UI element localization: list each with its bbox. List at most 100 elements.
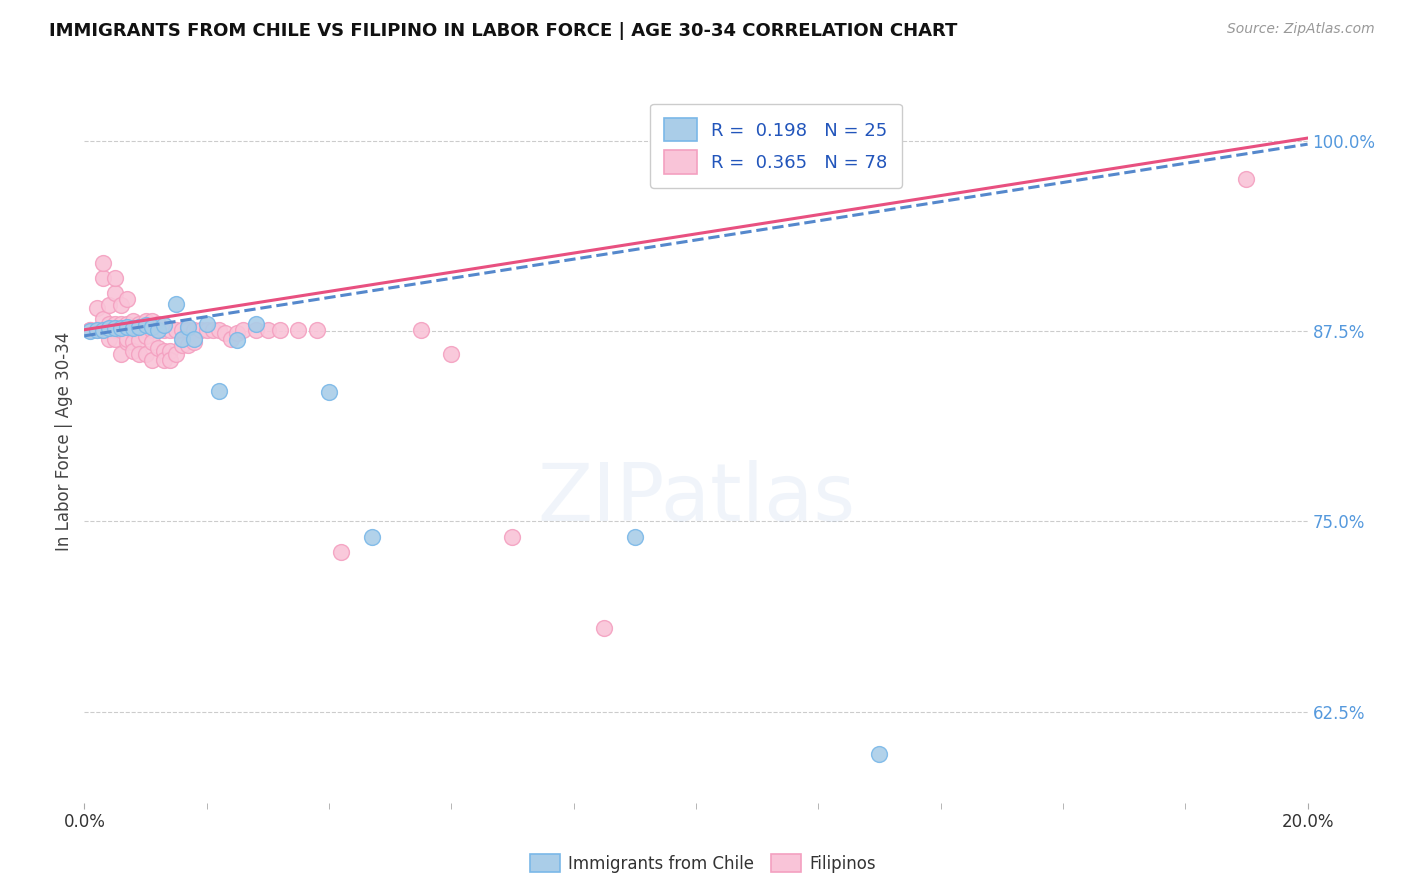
Point <box>153 323 176 337</box>
Point <box>208 384 231 398</box>
Point <box>245 323 267 337</box>
Point <box>128 334 150 348</box>
Point <box>115 293 138 307</box>
Point <box>153 344 176 359</box>
Point <box>110 321 132 335</box>
Point <box>141 319 163 334</box>
Point <box>104 317 127 331</box>
Point <box>172 323 194 337</box>
Point <box>172 338 194 352</box>
Point <box>195 323 218 337</box>
Point <box>146 341 169 355</box>
Point <box>122 344 145 359</box>
Point <box>172 332 194 346</box>
Point <box>128 347 150 361</box>
Point <box>146 317 169 331</box>
Point <box>122 313 145 327</box>
Text: IMMIGRANTS FROM CHILE VS FILIPINO IN LABOR FORCE | AGE 30-34 CORRELATION CHART: IMMIGRANTS FROM CHILE VS FILIPINO IN LAB… <box>49 22 957 40</box>
Point <box>177 323 200 337</box>
Point <box>165 323 187 337</box>
Point <box>318 385 340 400</box>
Point <box>141 334 163 349</box>
Point <box>593 621 616 635</box>
Point <box>128 323 150 337</box>
Point <box>177 338 200 352</box>
Point <box>1236 172 1258 186</box>
Point <box>104 286 127 301</box>
Point <box>165 347 187 361</box>
Text: Source: ZipAtlas.com: Source: ZipAtlas.com <box>1227 22 1375 37</box>
Point <box>91 323 114 337</box>
Point <box>146 323 169 337</box>
Point <box>91 256 114 270</box>
Point <box>153 353 176 368</box>
Point <box>153 318 176 333</box>
Point <box>183 323 205 337</box>
Point <box>135 323 157 337</box>
Point <box>183 332 205 346</box>
Point <box>440 347 463 361</box>
Point <box>409 323 432 337</box>
Point <box>79 324 101 338</box>
Point <box>135 318 157 333</box>
Point <box>159 323 181 337</box>
Point <box>624 530 647 544</box>
Point <box>128 319 150 334</box>
Point <box>146 323 169 337</box>
Point <box>183 334 205 349</box>
Point <box>91 271 114 285</box>
Point <box>269 323 291 337</box>
Point <box>869 747 891 761</box>
Point <box>91 312 114 326</box>
Point <box>86 323 108 337</box>
Point <box>135 328 157 343</box>
Point <box>97 321 120 335</box>
Point <box>110 347 132 361</box>
Point <box>128 317 150 331</box>
Point <box>110 317 132 331</box>
Point <box>201 323 224 337</box>
Point <box>104 323 127 337</box>
Point <box>104 321 127 335</box>
Point <box>135 313 157 327</box>
Point <box>79 323 101 337</box>
Point <box>86 301 108 316</box>
Point <box>208 323 231 337</box>
Point <box>360 530 382 544</box>
Point <box>115 323 138 337</box>
Point <box>219 332 242 346</box>
Point <box>115 332 138 346</box>
Point <box>502 530 524 544</box>
Point <box>305 323 328 337</box>
Point <box>165 297 187 311</box>
Point <box>226 326 249 340</box>
Point <box>257 323 280 337</box>
Point <box>115 334 138 349</box>
Point <box>214 326 236 340</box>
Point <box>97 298 120 312</box>
Point <box>97 323 120 337</box>
Point <box>122 334 145 349</box>
Point <box>91 323 114 337</box>
Point <box>110 323 132 337</box>
Point <box>97 317 120 331</box>
Point <box>226 334 249 348</box>
Point <box>141 353 163 368</box>
Point <box>115 317 138 331</box>
Point <box>86 323 108 337</box>
Point <box>245 317 267 331</box>
Point <box>110 298 132 312</box>
Point <box>115 319 138 334</box>
Point <box>122 321 145 335</box>
Point <box>195 317 218 331</box>
Point <box>104 332 127 346</box>
Point <box>122 323 145 337</box>
Point <box>232 323 254 337</box>
Point <box>330 545 353 559</box>
Point <box>135 347 157 361</box>
Text: ZIPatlas: ZIPatlas <box>537 460 855 539</box>
Point <box>141 323 163 337</box>
Point <box>97 332 120 346</box>
Point <box>79 323 101 337</box>
Legend: Immigrants from Chile, Filipinos: Immigrants from Chile, Filipinos <box>523 847 883 880</box>
